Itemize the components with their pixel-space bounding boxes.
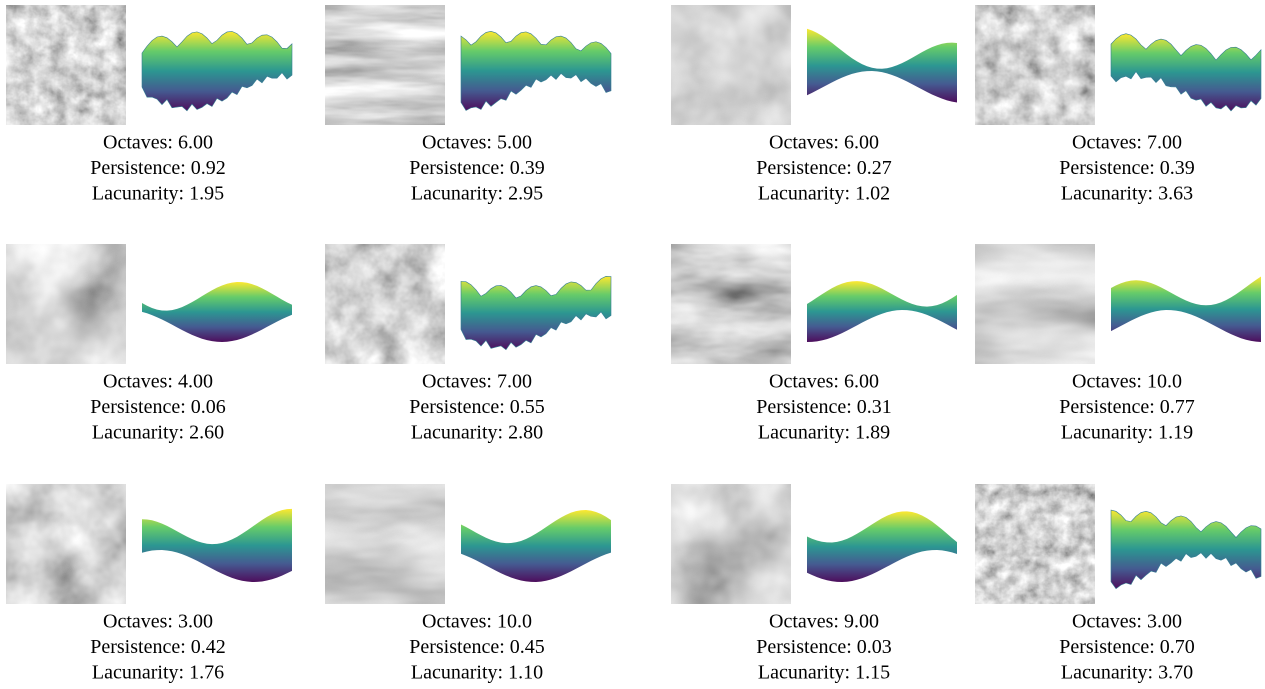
noise-image — [6, 5, 126, 125]
caption-line: Octaves: 10.0 — [1072, 371, 1182, 393]
caption-line: Octaves: 7.00 — [1072, 132, 1182, 154]
caption-line: Octaves: 6.00 — [103, 132, 213, 154]
caption-line: Octaves: 3.00 — [103, 611, 213, 633]
caption-line: Lacunarity: 2.80 — [411, 422, 543, 444]
noise-image — [325, 244, 445, 364]
noise-image — [671, 244, 791, 364]
caption-line: Persistence: 0.06 — [90, 396, 226, 418]
caption-line: Lacunarity: 3.63 — [1061, 183, 1193, 205]
caption-line: Persistence: 0.55 — [409, 396, 545, 418]
caption-line: Persistence: 0.45 — [409, 636, 545, 658]
noise-image — [325, 5, 445, 125]
caption-line: Octaves: 9.00 — [769, 611, 879, 633]
caption-line: Lacunarity: 1.02 — [758, 183, 890, 205]
surface-plot — [807, 511, 957, 582]
caption-line: Octaves: 4.00 — [103, 371, 213, 393]
noise-image — [6, 484, 126, 604]
surface-plot — [461, 510, 611, 582]
caption-line: Persistence: 0.42 — [90, 636, 226, 658]
caption-line: Persistence: 0.31 — [756, 396, 892, 418]
caption-line: Octaves: 3.00 — [1072, 611, 1182, 633]
caption-line: Persistence: 0.39 — [409, 157, 545, 179]
surface-plot — [142, 282, 292, 342]
caption-line: Lacunarity: 3.70 — [1061, 662, 1193, 684]
surface-plot — [461, 31, 611, 110]
surface-plot — [142, 509, 292, 582]
surface-plot — [1111, 277, 1261, 342]
caption-line: Lacunarity: 1.89 — [758, 422, 890, 444]
surface-plot — [461, 276, 611, 349]
caption-line: Octaves: 10.0 — [422, 611, 532, 633]
surface-plot — [142, 31, 292, 110]
caption-line: Lacunarity: 1.15 — [758, 662, 890, 684]
caption-line: Octaves: 6.00 — [769, 132, 879, 154]
noise-image — [975, 484, 1095, 604]
surface-plot — [807, 29, 957, 103]
noise-image — [671, 484, 791, 604]
caption-line: Lacunarity: 1.95 — [92, 183, 224, 205]
caption-line: Persistence: 0.27 — [756, 157, 892, 179]
noise-image — [975, 5, 1095, 125]
caption-line: Lacunarity: 2.95 — [411, 183, 543, 205]
surface-plot — [1111, 510, 1261, 589]
surface-plot — [1111, 34, 1261, 111]
noise-image — [6, 244, 126, 364]
caption-line: Persistence: 0.70 — [1059, 636, 1195, 658]
caption-line: Lacunarity: 1.19 — [1061, 422, 1193, 444]
caption-line: Lacunarity: 2.60 — [92, 422, 224, 444]
caption-line: Persistence: 0.77 — [1059, 396, 1195, 418]
noise-image — [325, 484, 445, 604]
caption-line: Persistence: 0.92 — [90, 157, 226, 179]
caption-line: Octaves: 5.00 — [422, 132, 532, 154]
caption-line: Lacunarity: 1.76 — [92, 662, 224, 684]
caption-line: Lacunarity: 1.10 — [411, 662, 543, 684]
noise-image — [975, 244, 1095, 364]
caption-line: Persistence: 0.03 — [756, 636, 892, 658]
caption-line: Persistence: 0.39 — [1059, 157, 1195, 179]
caption-line: Octaves: 7.00 — [422, 371, 532, 393]
caption-line: Octaves: 6.00 — [769, 371, 879, 393]
figure: Octaves: 6.00 Persistence: 0.92 Lacunarity… — [0, 0, 1265, 689]
noise-image — [671, 5, 791, 125]
surface-plot — [807, 281, 957, 342]
